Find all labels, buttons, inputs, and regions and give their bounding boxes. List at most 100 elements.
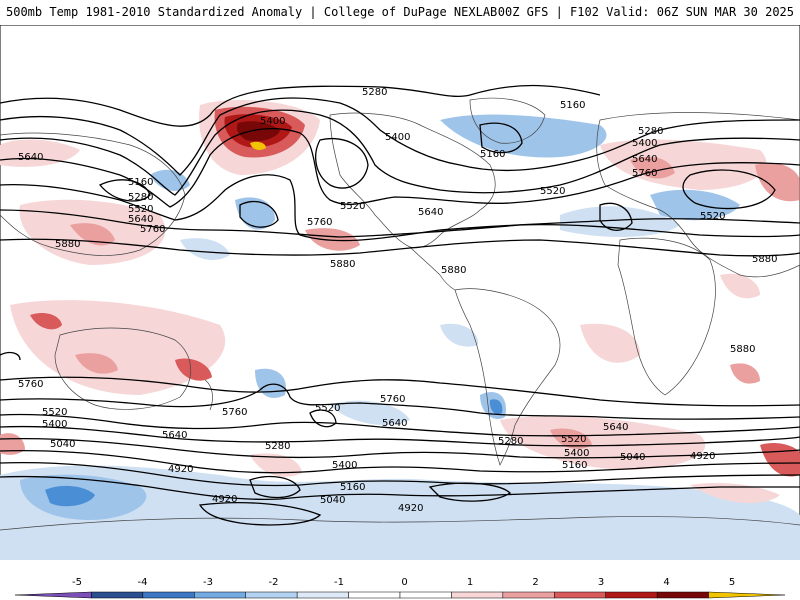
height-contours	[0, 84, 800, 526]
coastline-new-zealand	[204, 379, 213, 411]
height-contour	[0, 461, 800, 487]
contour-label: 5760	[380, 394, 405, 405]
negative-anomaly-layer	[0, 114, 800, 560]
contour-label: 5040	[620, 452, 645, 463]
contour-label: 5160	[562, 460, 587, 471]
colorbar-segment	[656, 591, 709, 599]
colorbar-segment	[605, 591, 658, 599]
height-contour	[0, 209, 800, 238]
contour-label: 5880	[330, 259, 355, 270]
colorbar-ticks: -5 -4 -3 -2 -1 0 1 2 3 4 5	[72, 577, 735, 588]
height-contour	[0, 437, 800, 459]
colorbar-segments	[14, 591, 786, 599]
height-contour	[0, 376, 800, 407]
contour-label: 5520	[128, 204, 153, 215]
colorbar-segment	[142, 591, 195, 599]
colorbar-segment	[502, 591, 555, 599]
positive-anomaly-patch	[70, 223, 115, 246]
contour-label: 5520	[315, 403, 340, 414]
colorbar: -5 -4 -3 -2 -1 0 1 2 3 4 5	[14, 577, 786, 599]
positive-anomaly-layer	[0, 100, 800, 504]
colorbar-segment	[451, 591, 504, 599]
contour-label: 5640	[418, 207, 443, 218]
coastline-central-america	[409, 246, 456, 291]
contour-label: 5640	[603, 422, 628, 433]
colorbar-tick-label: 3	[598, 577, 604, 588]
colorbar-tick-label: -1	[334, 577, 344, 588]
colorbar-segment	[91, 591, 144, 599]
colorbar-tick-label: -5	[72, 577, 82, 588]
coastline-eurasia	[596, 112, 800, 278]
contour-label: 5760	[632, 168, 657, 179]
colorbar-tick-label: 4	[663, 577, 669, 588]
contour-label: 5640	[18, 152, 43, 163]
contour-label: 5400	[42, 419, 67, 430]
negative-anomaly-patch	[650, 189, 740, 221]
height-contour	[479, 122, 523, 154]
coastline-australia	[54, 327, 192, 410]
contour-label: 5400	[332, 460, 357, 471]
height-contour	[315, 137, 369, 189]
contour-label: 5760	[18, 379, 43, 390]
colorbar-segment	[245, 591, 298, 599]
height-contour	[0, 475, 800, 501]
contour-label: 5760	[307, 217, 332, 228]
height-contour	[0, 174, 800, 242]
positive-anomaly-patch	[250, 453, 302, 477]
height-contour	[0, 109, 800, 196]
positive-anomaly-patch	[75, 353, 118, 374]
contour-label: 5280	[362, 87, 387, 98]
height-contour	[98, 179, 151, 202]
positive-anomaly-patch	[755, 163, 800, 202]
contour-label: 5520	[42, 407, 67, 418]
height-contour	[198, 502, 322, 526]
contour-label: 5880	[752, 254, 777, 265]
contour-label: 5400	[632, 138, 657, 149]
contour-label: 5400	[385, 132, 410, 143]
height-contour	[249, 476, 301, 499]
contour-label: 5880	[55, 239, 80, 250]
positive-anomaly-patch	[550, 428, 592, 449]
contour-label: 5520	[700, 211, 725, 222]
height-contour	[428, 482, 512, 502]
colorbar-tick-label: -3	[203, 577, 213, 588]
colorbar-tick-label: 5	[729, 577, 735, 588]
contour-label: 5040	[320, 495, 345, 506]
contour-label: 4920	[168, 464, 193, 475]
negative-anomaly-patch	[560, 206, 680, 237]
height-contour	[239, 200, 279, 228]
contour-label: 5880	[730, 344, 755, 355]
model-run-info: 00Z GFS | F102 Valid: 06Z SUN MAR 30 202…	[497, 5, 794, 19]
contour-label: 5160	[560, 100, 585, 111]
height-contour	[0, 238, 800, 257]
contour-label: 4920	[690, 451, 715, 462]
contour-label: 5640	[632, 154, 657, 165]
coastline-antarctica	[0, 516, 800, 531]
colorbar-tick-label: -4	[138, 577, 148, 588]
positive-anomaly-patch	[250, 141, 266, 151]
anomaly-map: 5280 5160 5400 5640 5160 5280 5520 5640 …	[0, 25, 800, 560]
positive-anomaly-patch	[730, 363, 760, 384]
contour-label: 5280	[128, 192, 153, 203]
contour-label: 5760	[222, 407, 247, 418]
positive-anomaly-patch	[720, 273, 760, 299]
height-contour	[0, 351, 21, 361]
contour-label: 5520	[340, 201, 365, 212]
positive-anomaly-patch	[305, 228, 360, 251]
colorbar-segment	[296, 591, 349, 599]
contour-label: 5280	[265, 441, 290, 452]
positive-anomaly-patch	[690, 483, 780, 504]
negative-anomaly-patch	[489, 399, 503, 415]
colorbar-tick-label: -2	[269, 577, 279, 588]
negative-anomaly-patch	[0, 465, 800, 560]
height-contour	[0, 425, 800, 447]
contour-label: 4920	[212, 494, 237, 505]
colorbar-segment	[194, 591, 246, 599]
positive-anomaly-patch	[30, 313, 62, 330]
height-contour	[682, 169, 776, 210]
positive-anomaly-patch	[175, 358, 212, 381]
contour-label: 5280	[498, 436, 523, 447]
contour-label: 5400	[564, 448, 589, 459]
contour-label: 5160	[340, 482, 365, 493]
negative-anomaly-patch	[440, 323, 479, 347]
